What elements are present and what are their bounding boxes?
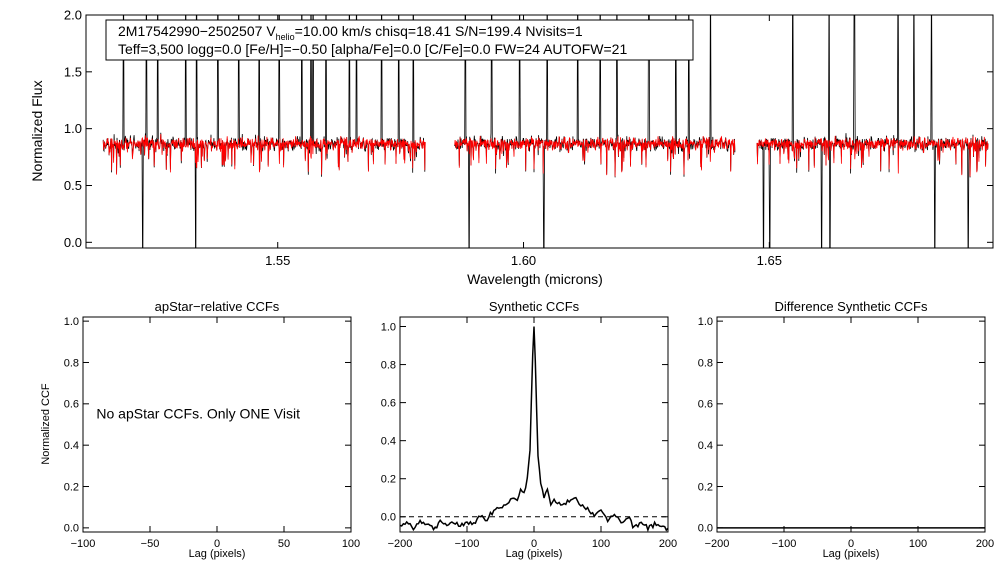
difference-ccf-axes: −200 −100 0 100 200 0.0 0.2 0.4 0.6 0.8 1.0 (698, 316, 994, 550)
spectrum-xlabel: Wavelength (microns) (467, 271, 603, 287)
difference-ccf-ytick-label: 1.0 (698, 316, 713, 328)
legend-vhelio-subscript: helio (276, 32, 295, 42)
spectrum-frame (85, 14, 994, 249)
synthetic-ccf-ytick-label: 0.8 (381, 359, 396, 371)
synthetic-ccf-xtick-label: −100 (455, 538, 480, 550)
model-spectrum-line-chip-3 (756, 135, 989, 177)
synthetic-ccf-xtick-label: 200 (659, 538, 677, 550)
synthetic-ccf-axes: −200 −100 0 100 200 0.0 0.2 0.4 0.6 0.8 1.0 (381, 317, 677, 550)
difference-ccf-xlabel: Lag (pixels) (823, 548, 880, 560)
apstar-ccf-xtick-label: 50 (278, 538, 290, 550)
apstar-ccf-panel: apStar−relative CCFs −100 −50 0 50 100 0.0 0.2… (40, 299, 360, 560)
synthetic-ccf-ytick-label: 0.4 (381, 436, 396, 448)
spectrum-legend-box (105, 19, 694, 61)
difference-ccf-xtick-label: 200 (976, 538, 994, 550)
synthetic-ccf-xtick-label: 100 (592, 538, 610, 550)
apstar-ccf-axes: −100 −50 0 50 100 0.0 0.2 0.4 0.6 0.8 1.0 (64, 316, 360, 550)
apstar-ccf-ytick-label: 0.8 (64, 357, 79, 369)
legend-line-1-values: =10.00 km/s chisq=18.41 S/N=199.4 Nvisit… (295, 23, 583, 39)
apstar-ccf-ytick-label: 0.6 (64, 399, 79, 411)
synthetic-ccf-plot-area (399, 326, 669, 533)
spectrum-plot-area (102, 14, 989, 249)
legend-object-id: 2M17542990−2502507 (118, 23, 263, 39)
difference-ccf-xtick-label: 100 (909, 538, 927, 550)
apstar-ccf-xtick-label: −50 (141, 538, 160, 550)
apstar-ccf-ytick-label: 1.0 (64, 316, 79, 328)
spectrum-ytick-label: 0.0 (64, 235, 82, 250)
apstar-ccf-xtick-label: 100 (342, 538, 360, 550)
model-spectrum-line-chip-1 (102, 133, 426, 175)
synthetic-ccf-ytick-label: 0.0 (381, 512, 396, 524)
spectrum-ylabel: Normalized Flux (29, 80, 45, 181)
difference-ccf-ytick-label: 0.2 (698, 481, 713, 493)
synthetic-ccf-ytick-label: 0.2 (381, 474, 396, 486)
spectrum-axes: 1.55 1.60 1.65 0.0 0.5 1.0 1.5 2.0 (64, 8, 993, 268)
legend-line-2: Teff=3,500 logg=0.0 [Fe/H]=−0.50 [alpha/… (118, 41, 627, 57)
apstar-ccf-xtick-label: 0 (214, 538, 220, 550)
difference-ccf-title: Difference Synthetic CCFs (775, 299, 928, 314)
legend-vhelio-symbol: V (266, 23, 276, 39)
difference-ccf-ytick-label: 0.8 (698, 357, 713, 369)
difference-ccf-xtick-label: −100 (772, 538, 797, 550)
apstar-ccf-xtick-label: −100 (71, 538, 96, 550)
synthetic-ccf-ytick-label: 1.0 (381, 321, 396, 333)
synthetic-ccf-ytick-label: 0.6 (381, 397, 396, 409)
synthetic-ccf-xtick-label: −200 (388, 538, 413, 550)
spectrum-ytick-label: 2.0 (64, 8, 82, 23)
spectrum-xtick-label: 1.60 (511, 253, 536, 268)
spectrum-xtick-label: 1.65 (757, 253, 782, 268)
difference-ccf-ytick-label: 0.4 (698, 440, 713, 452)
synthetic-ccf-panel: Synthetic CCFs −200 −100 0 100 200 0.0 0.2 0.4 0… (381, 299, 677, 560)
synthetic-ccf-title: Synthetic CCFs (489, 299, 580, 314)
difference-ccf-ytick-label: 0.0 (698, 523, 713, 535)
apstar-ccf-ytick-label: 0.0 (64, 523, 79, 535)
apstar-ccf-annotation: No apStar CCFs. Only ONE Visit (96, 405, 300, 421)
apstar-ccf-ytick-label: 0.4 (64, 440, 79, 452)
spectrum-ytick-label: 0.5 (64, 178, 82, 193)
difference-ccf-xtick-label: 0 (848, 538, 854, 550)
difference-ccf-ytick-label: 0.6 (698, 399, 713, 411)
synthetic-ccf-xtick-label: 0 (531, 538, 537, 550)
legend-line-1: 2M17542990−2502507 Vhelio=10.00 km/s chi… (118, 23, 583, 42)
spectrum-ytick-label: 1.5 (64, 64, 82, 79)
spectrum-panel: 1.55 1.60 1.65 0.0 0.5 1.0 1.5 2.0 Wavelength (… (29, 8, 994, 287)
difference-ccf-xtick-label: −200 (705, 538, 730, 550)
difference-ccf-panel: Difference Synthetic CCFs −200 −100 0 100 20… (698, 299, 994, 560)
model-spectrum-line-chip-2 (454, 135, 736, 177)
synthetic-ccf-xlabel: Lag (pixels) (506, 548, 563, 560)
apstar-ccf-ytick-label: 0.2 (64, 481, 79, 493)
spectrum-xtick-label: 1.55 (265, 253, 290, 268)
synthetic-ccf-line (399, 326, 669, 533)
apstar-ccf-ylabel: Normalized CCF (40, 383, 52, 465)
apstar-ccf-xlabel: Lag (pixels) (189, 548, 246, 560)
spectrum-ytick-label: 1.0 (64, 121, 82, 136)
apstar-ccf-title: apStar−relative CCFs (155, 299, 280, 314)
